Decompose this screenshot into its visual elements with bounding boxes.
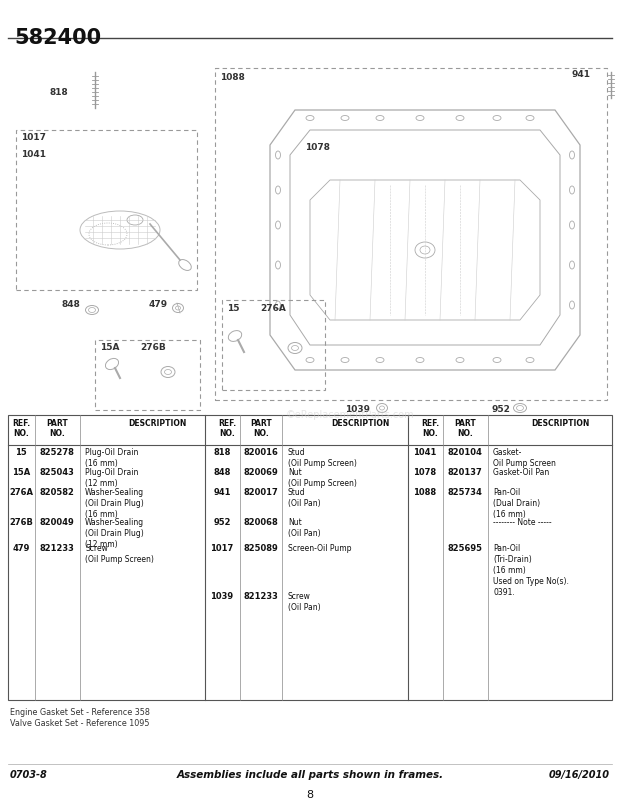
Text: Gasket-Oil Pan: Gasket-Oil Pan [493, 468, 549, 477]
Text: 820104: 820104 [448, 448, 482, 457]
Text: 952: 952 [491, 405, 510, 414]
Text: 1041: 1041 [414, 448, 436, 457]
Text: DESCRIPTION: DESCRIPTION [128, 419, 186, 428]
Text: 276A: 276A [260, 304, 286, 313]
Text: Stud
(Oil Pan): Stud (Oil Pan) [288, 488, 321, 508]
Text: Screw
(Oil Pump Screen): Screw (Oil Pump Screen) [85, 544, 154, 564]
Text: Screen-Oil Pump: Screen-Oil Pump [288, 544, 352, 553]
Text: 582400: 582400 [14, 28, 101, 48]
Text: 848: 848 [61, 300, 80, 309]
Bar [16, 130, 197, 290]
Text: Gasket-
Oil Pump Screen: Gasket- Oil Pump Screen [493, 448, 556, 468]
Bar [222, 300, 325, 390]
Text: 09/16/2010: 09/16/2010 [549, 770, 610, 780]
Text: 276B: 276B [9, 518, 33, 527]
Text: 1017: 1017 [210, 544, 234, 553]
Text: 0703-8: 0703-8 [10, 770, 48, 780]
Text: 820049: 820049 [40, 518, 74, 527]
Text: 820068: 820068 [244, 518, 278, 527]
Text: 1039: 1039 [210, 592, 234, 601]
Text: 8: 8 [306, 790, 314, 800]
Text: 952: 952 [213, 518, 231, 527]
Text: REF.
NO.: REF. NO. [421, 419, 439, 439]
Text: 825695: 825695 [448, 544, 482, 553]
Text: 276B: 276B [140, 343, 166, 352]
Text: ©eReplacementParts.com: ©eReplacementParts.com [286, 410, 414, 420]
Text: Engine Gasket Set - Reference 358: Engine Gasket Set - Reference 358 [10, 708, 150, 717]
Text: 820017: 820017 [244, 488, 278, 497]
Text: Valve Gasket Set - Reference 1095: Valve Gasket Set - Reference 1095 [10, 719, 149, 728]
Text: Nut
(Oil Pump Screen): Nut (Oil Pump Screen) [288, 468, 357, 488]
Text: 15A: 15A [100, 343, 120, 352]
Text: 15: 15 [15, 448, 27, 457]
Bar [215, 68, 607, 400]
Text: Pan-Oil
(Dual Drain)
(16 mm): Pan-Oil (Dual Drain) (16 mm) [493, 488, 540, 519]
Text: 941: 941 [572, 70, 591, 79]
Text: Screw
(Oil Pan): Screw (Oil Pan) [288, 592, 321, 612]
Text: Assemblies include all parts shown in frames.: Assemblies include all parts shown in fr… [177, 770, 443, 780]
Text: Washer-Sealing
(Oil Drain Plug)
(16 mm): Washer-Sealing (Oil Drain Plug) (16 mm) [85, 488, 144, 519]
Text: DESCRIPTION: DESCRIPTION [331, 419, 389, 428]
Text: 820137: 820137 [448, 468, 482, 477]
Text: 1088: 1088 [220, 73, 245, 82]
Text: 15A: 15A [12, 468, 30, 477]
Text: 15: 15 [227, 304, 239, 313]
Text: 821233: 821233 [40, 544, 74, 553]
Bar [8, 415, 612, 700]
Text: PART
NO.: PART NO. [250, 419, 272, 439]
Text: 818: 818 [49, 88, 68, 97]
Text: 820069: 820069 [244, 468, 278, 477]
Text: DESCRIPTION: DESCRIPTION [531, 419, 589, 428]
Text: 1041: 1041 [21, 150, 46, 159]
Text: PART
NO.: PART NO. [454, 419, 476, 439]
Text: Nut
(Oil Pan): Nut (Oil Pan) [288, 518, 321, 538]
Text: Pan-Oil
(Tri-Drain)
(16 mm)
Used on Type No(s).
0391.: Pan-Oil (Tri-Drain) (16 mm) Used on Type… [493, 544, 569, 597]
Text: 941: 941 [213, 488, 231, 497]
Text: 479: 479 [149, 300, 168, 309]
Text: REF.
NO.: REF. NO. [12, 419, 30, 439]
Text: 825089: 825089 [244, 544, 278, 553]
Text: Plug-Oil Drain
(16 mm): Plug-Oil Drain (16 mm) [85, 448, 138, 468]
Text: 820582: 820582 [40, 488, 74, 497]
Text: PART
NO.: PART NO. [46, 419, 68, 439]
Text: Washer-Sealing
(Oil Drain Plug)
(12 mm): Washer-Sealing (Oil Drain Plug) (12 mm) [85, 518, 144, 549]
Text: 1078: 1078 [414, 468, 436, 477]
Text: 825734: 825734 [448, 488, 482, 497]
Text: 276A: 276A [9, 488, 33, 497]
Text: 1078: 1078 [305, 143, 330, 152]
Text: 1017: 1017 [21, 133, 46, 142]
Text: 820016: 820016 [244, 448, 278, 457]
Text: 1088: 1088 [414, 488, 436, 497]
Text: Plug-Oil Drain
(12 mm): Plug-Oil Drain (12 mm) [85, 468, 138, 488]
Text: 825278: 825278 [40, 448, 74, 457]
Text: Stud
(Oil Pump Screen): Stud (Oil Pump Screen) [288, 448, 357, 468]
Text: 821233: 821233 [244, 592, 278, 601]
Text: 818: 818 [213, 448, 231, 457]
Text: 825043: 825043 [40, 468, 74, 477]
Text: 848: 848 [213, 468, 231, 477]
Text: 1039: 1039 [345, 405, 370, 414]
Bar [95, 340, 200, 410]
Text: 479: 479 [12, 544, 30, 553]
Text: REF.
NO.: REF. NO. [218, 419, 236, 439]
Text: -------- Note -----: -------- Note ----- [493, 518, 552, 527]
